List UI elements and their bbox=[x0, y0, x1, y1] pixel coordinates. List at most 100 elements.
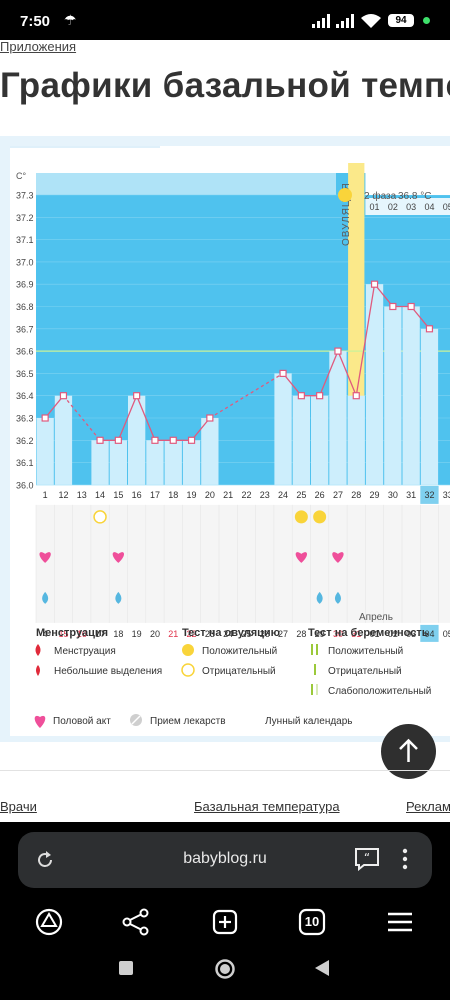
temp-point[interactable] bbox=[187, 436, 196, 444]
cycle-day-label: 22 bbox=[241, 490, 251, 500]
date-label: 25 bbox=[241, 629, 251, 639]
scroll-to-top-button[interactable] bbox=[381, 724, 436, 779]
clock: 7:50 bbox=[20, 13, 51, 30]
phase2-day-label: 02 bbox=[388, 202, 398, 212]
temp-bar bbox=[91, 440, 109, 485]
temp-bar bbox=[146, 440, 164, 485]
heart-icon[interactable] bbox=[39, 552, 51, 563]
date-label: 31 bbox=[351, 629, 361, 639]
ovulation-test-positive-icon[interactable] bbox=[313, 510, 327, 524]
temp-line-segment bbox=[319, 350, 339, 396]
cell-signal-icon bbox=[312, 14, 330, 28]
phase2-label: 2 фаза bbox=[364, 190, 397, 202]
heart-icon[interactable] bbox=[295, 552, 308, 563]
recent-apps-icon[interactable] bbox=[118, 960, 134, 976]
bbt-chart: С° 37.3 37.2 37.1 37.0 36.9 36.8 36.7 36.6 36.5 36… bbox=[10, 146, 450, 728]
cycle-day-label: 12 bbox=[58, 490, 68, 500]
cell-signal-2-icon bbox=[336, 14, 354, 28]
cycle-day-label: 24 bbox=[278, 490, 288, 500]
address-bar[interactable]: babyblog.ru “ bbox=[18, 832, 432, 888]
temp-bar bbox=[365, 284, 384, 485]
reader-quote-icon[interactable]: “ bbox=[354, 847, 380, 871]
footer-link-bbt[interactable]: Базальная температура bbox=[194, 799, 340, 814]
footer-link-ads[interactable]: Реклам bbox=[406, 799, 450, 814]
tabs-button[interactable]: 10 bbox=[292, 902, 332, 942]
home-icon[interactable] bbox=[214, 958, 236, 980]
temp-bar bbox=[311, 395, 329, 485]
legend-ov-negative: Отрицательный bbox=[202, 666, 276, 677]
drop-icon bbox=[35, 644, 41, 656]
temp-bar bbox=[384, 306, 402, 485]
date-label: 18 bbox=[113, 629, 123, 639]
y-tick-label: 36.8 bbox=[16, 302, 34, 312]
back-icon[interactable] bbox=[314, 959, 330, 977]
drop-icon[interactable] bbox=[334, 591, 341, 604]
temp-point[interactable] bbox=[169, 436, 177, 444]
date-label: 02 bbox=[388, 629, 398, 639]
share-icon[interactable] bbox=[116, 902, 156, 942]
temp-point[interactable] bbox=[316, 392, 324, 400]
legend-menstruation: Менструация bbox=[54, 646, 116, 657]
temp-point[interactable] bbox=[206, 414, 214, 422]
phase2-day-label: 04 bbox=[424, 202, 434, 212]
temp-line-segment bbox=[191, 417, 211, 441]
reload-icon[interactable] bbox=[35, 850, 55, 870]
small-drop-icon bbox=[36, 665, 40, 676]
footer-divider bbox=[0, 770, 450, 771]
cycle-day-label: 19 bbox=[187, 490, 197, 500]
footer-link-doctors[interactable]: Врачи bbox=[0, 799, 37, 814]
temp-point[interactable] bbox=[59, 392, 68, 400]
breadcrumb-link[interactable]: Приложения bbox=[0, 39, 77, 54]
temp-point[interactable] bbox=[407, 302, 415, 311]
month-label: Апрель bbox=[359, 612, 393, 623]
temp-point[interactable] bbox=[425, 325, 434, 333]
drop-icon[interactable] bbox=[42, 591, 49, 604]
temp-point[interactable] bbox=[133, 392, 141, 400]
date-label: 26 bbox=[260, 629, 270, 639]
legend-ov-positive: Положительный bbox=[202, 646, 277, 657]
date-label: 19 bbox=[132, 629, 142, 639]
cycle-day-label: 33 bbox=[443, 490, 450, 500]
ovulation-label: ОВУЛЯЦИЯ bbox=[341, 182, 352, 246]
temp-point[interactable] bbox=[352, 392, 360, 400]
battery-icon: 94 bbox=[388, 14, 414, 27]
url-text[interactable]: babyblog.ru bbox=[183, 850, 267, 867]
drop-icon[interactable] bbox=[115, 591, 122, 604]
more-menu-icon[interactable] bbox=[402, 847, 408, 871]
chart-scroll-thumb[interactable] bbox=[160, 146, 450, 148]
home-assistant-icon[interactable] bbox=[29, 902, 69, 942]
cycle-day-label: 17 bbox=[150, 490, 160, 500]
date-label: 23 bbox=[205, 629, 215, 639]
date-label: 16 bbox=[77, 629, 87, 639]
hamburger-menu-icon[interactable] bbox=[380, 902, 420, 942]
ovulation-test-negative-icon[interactable] bbox=[93, 510, 107, 524]
temp-point[interactable] bbox=[370, 280, 379, 288]
cycle-day-label: 26 bbox=[315, 490, 325, 500]
temp-point[interactable] bbox=[151, 436, 159, 444]
date-label: 17 bbox=[95, 629, 105, 639]
chart-area: С° 37.3 37.2 37.1 37.0 36.9 36.8 36.7 36.6 36.5 36… bbox=[10, 146, 450, 736]
moon-icon bbox=[249, 713, 260, 727]
temp-point[interactable] bbox=[114, 436, 122, 444]
temp-point[interactable] bbox=[389, 302, 397, 311]
status-bar: 7:50 ☂ 94 bbox=[0, 0, 450, 40]
temp-bar bbox=[274, 373, 292, 485]
temp-point[interactable] bbox=[96, 436, 104, 444]
drop-icon[interactable] bbox=[316, 591, 323, 604]
temp-bar bbox=[420, 328, 439, 485]
temp-point[interactable] bbox=[41, 414, 49, 422]
cycle-day-label: 16 bbox=[132, 490, 142, 500]
temp-point[interactable] bbox=[279, 369, 287, 377]
ovulation-test-positive-icon[interactable] bbox=[294, 510, 308, 524]
page-title: Графики базальной темпе bbox=[0, 66, 450, 105]
heart-icon[interactable] bbox=[112, 552, 125, 563]
legend-light-discharge: Небольшие выделения bbox=[54, 665, 162, 677]
heart-icon[interactable] bbox=[332, 552, 344, 563]
temp-line-segment bbox=[355, 284, 376, 396]
y-tick-label: 37.0 bbox=[16, 257, 34, 267]
temp-bar bbox=[329, 351, 347, 485]
new-tab-icon[interactable] bbox=[205, 902, 245, 942]
temp-point[interactable] bbox=[334, 347, 342, 355]
temp-point[interactable] bbox=[297, 392, 305, 400]
wifi-icon bbox=[361, 14, 381, 28]
